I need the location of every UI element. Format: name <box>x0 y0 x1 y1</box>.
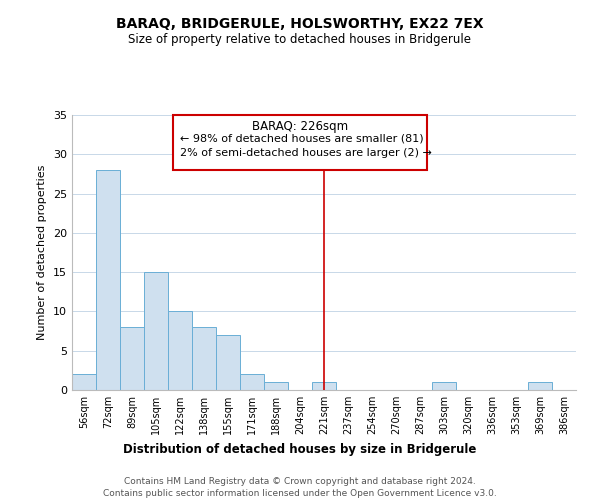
Bar <box>528 382 552 390</box>
Bar <box>96 170 120 390</box>
Bar <box>264 382 288 390</box>
Y-axis label: Number of detached properties: Number of detached properties <box>37 165 47 340</box>
Bar <box>432 382 456 390</box>
Text: Size of property relative to detached houses in Bridgerule: Size of property relative to detached ho… <box>128 32 472 46</box>
Text: Contains HM Land Registry data © Crown copyright and database right 2024.: Contains HM Land Registry data © Crown c… <box>124 478 476 486</box>
Bar <box>72 374 96 390</box>
Text: Contains public sector information licensed under the Open Government Licence v3: Contains public sector information licen… <box>103 489 497 498</box>
Text: ← 98% of detached houses are smaller (81): ← 98% of detached houses are smaller (81… <box>180 134 424 144</box>
Bar <box>216 335 240 390</box>
Bar <box>240 374 264 390</box>
Text: BARAQ: 226sqm: BARAQ: 226sqm <box>252 120 348 132</box>
Bar <box>120 327 144 390</box>
Bar <box>144 272 168 390</box>
Bar <box>168 312 192 390</box>
Text: Distribution of detached houses by size in Bridgerule: Distribution of detached houses by size … <box>124 442 476 456</box>
Text: 2% of semi-detached houses are larger (2) →: 2% of semi-detached houses are larger (2… <box>180 148 432 158</box>
FancyBboxPatch shape <box>173 115 427 170</box>
Bar <box>312 382 336 390</box>
Text: BARAQ, BRIDGERULE, HOLSWORTHY, EX22 7EX: BARAQ, BRIDGERULE, HOLSWORTHY, EX22 7EX <box>116 18 484 32</box>
Bar <box>192 327 216 390</box>
